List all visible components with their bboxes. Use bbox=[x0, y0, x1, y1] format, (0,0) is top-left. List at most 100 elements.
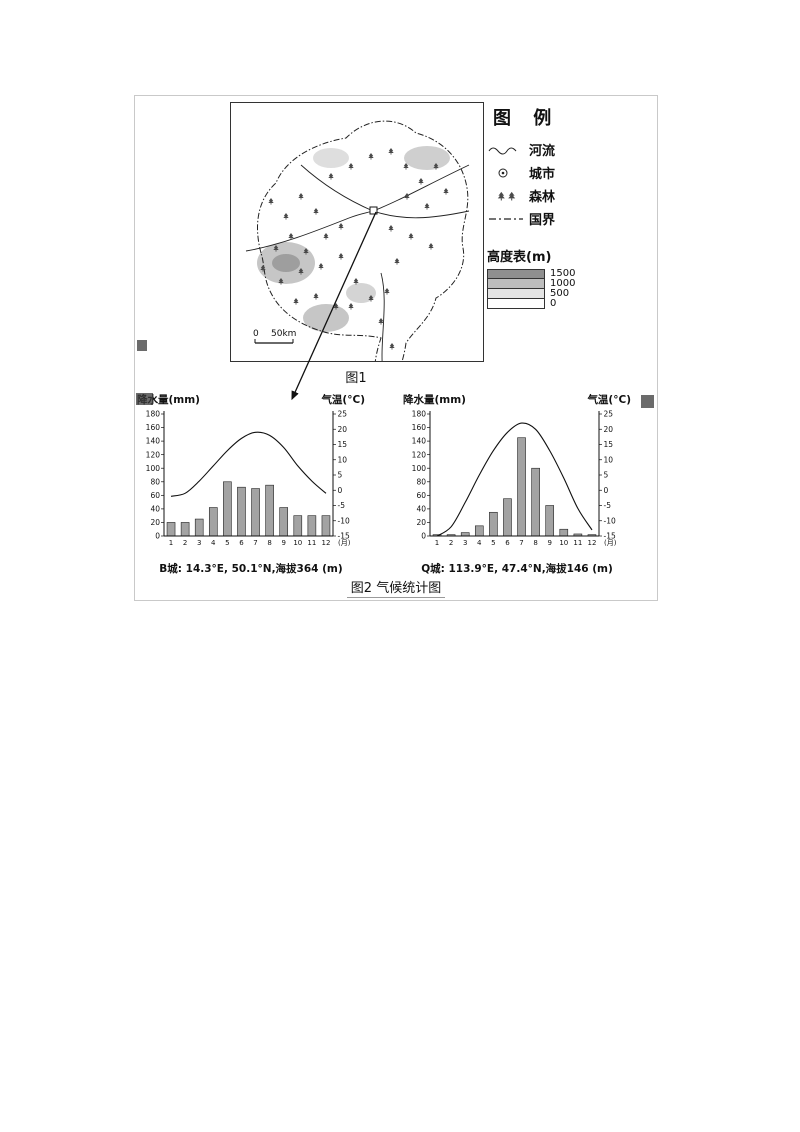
svg-text:0: 0 bbox=[421, 532, 426, 541]
map-box: 0 50km bbox=[230, 102, 484, 362]
svg-text:-15: -15 bbox=[338, 532, 350, 541]
svg-text:25: 25 bbox=[604, 410, 614, 419]
elevation-shading bbox=[257, 146, 450, 332]
elevation-scale-title: 高度表(m) bbox=[487, 250, 552, 265]
svg-text:40: 40 bbox=[416, 504, 426, 513]
scale-bar: 0 50km bbox=[253, 329, 296, 344]
scan-artifact bbox=[136, 393, 153, 405]
city-marker bbox=[369, 206, 378, 215]
svg-text:20: 20 bbox=[604, 425, 614, 434]
legend-label-river: 河流 bbox=[529, 144, 556, 159]
legend-item-border: 国界 bbox=[487, 207, 655, 230]
city-caption-b: B城: 14.3°E, 50.1°N,海拔364 (m) bbox=[159, 563, 343, 575]
chart-plot: 0 20 40 60 80 100 120 140 160 180 -15 -10 -5 0 5 10 15 20… bbox=[137, 408, 365, 560]
svg-text:3: 3 bbox=[463, 539, 467, 547]
climate-charts-row: 降水量(mm) 气温(°C) 0 20 40 60 80 100 120 140 160 180-… bbox=[135, 392, 657, 575]
svg-text:9: 9 bbox=[547, 539, 551, 547]
svg-text:10: 10 bbox=[338, 455, 348, 464]
svg-text:180: 180 bbox=[412, 410, 427, 419]
temp-axis-label: 气温(°C) bbox=[587, 394, 631, 406]
scan-artifact bbox=[641, 395, 654, 408]
svg-text:15: 15 bbox=[338, 440, 348, 449]
svg-text:-10: -10 bbox=[604, 516, 616, 525]
figure2-caption: 图2 气候统计图 bbox=[135, 577, 657, 598]
elevation-label-500: 500 bbox=[550, 288, 570, 299]
svg-text:120: 120 bbox=[412, 450, 427, 459]
svg-text:10: 10 bbox=[293, 539, 302, 547]
climate-chart-b: 降水量(mm) 气温(°C) 0 20 40 60 80 100 120 140 160 180-… bbox=[137, 392, 365, 576]
svg-text:100: 100 bbox=[146, 464, 161, 473]
svg-text:5: 5 bbox=[491, 539, 495, 547]
svg-text:(月): (月) bbox=[338, 539, 351, 547]
svg-text:160: 160 bbox=[146, 423, 161, 432]
svg-text:4: 4 bbox=[211, 539, 216, 547]
forest-icon bbox=[497, 190, 516, 201]
svg-text:20: 20 bbox=[150, 518, 160, 527]
svg-text:140: 140 bbox=[146, 437, 161, 446]
svg-text:2: 2 bbox=[183, 539, 187, 547]
scale-distance-label: 50km bbox=[271, 329, 296, 339]
svg-text:160: 160 bbox=[412, 423, 427, 432]
legend-item-river: 河流 bbox=[487, 138, 655, 161]
legend-label-border: 国界 bbox=[529, 213, 556, 228]
legend-item-forest: 森林 bbox=[487, 184, 655, 207]
svg-text:20: 20 bbox=[416, 518, 426, 527]
svg-text:80: 80 bbox=[150, 477, 160, 486]
svg-text:20: 20 bbox=[338, 425, 348, 434]
svg-text:6: 6 bbox=[505, 539, 510, 547]
temp-axis-label: 气温(°C) bbox=[321, 394, 365, 406]
elevation-label-1000: 1000 bbox=[550, 278, 576, 289]
elevation-row: 0 bbox=[487, 299, 655, 309]
svg-text:7: 7 bbox=[253, 539, 257, 547]
svg-text:0: 0 bbox=[155, 532, 160, 541]
svg-text:5: 5 bbox=[225, 539, 229, 547]
elevation-swatch-0 bbox=[487, 299, 545, 309]
river-icon bbox=[488, 147, 517, 154]
svg-text:-15: -15 bbox=[604, 532, 616, 541]
elevation-scale: 1500 1000 500 0 bbox=[487, 269, 655, 309]
elevation-label-0: 0 bbox=[550, 298, 557, 309]
svg-text:(月): (月) bbox=[604, 539, 617, 547]
svg-text:60: 60 bbox=[150, 491, 160, 500]
svg-text:60: 60 bbox=[416, 491, 426, 500]
svg-text:1: 1 bbox=[435, 539, 439, 547]
elevation-swatch-1500 bbox=[487, 269, 545, 279]
scale-zero-label: 0 bbox=[253, 329, 259, 339]
svg-text:25: 25 bbox=[338, 410, 348, 419]
svg-text:-5: -5 bbox=[604, 501, 612, 510]
svg-text:11: 11 bbox=[307, 539, 316, 547]
svg-text:3: 3 bbox=[197, 539, 201, 547]
svg-text:5: 5 bbox=[604, 471, 609, 480]
svg-text:7: 7 bbox=[519, 539, 523, 547]
city-caption-q: Q城: 113.9°E, 47.4°N,海拔146 (m) bbox=[421, 563, 613, 575]
svg-text:1: 1 bbox=[169, 539, 173, 547]
elevation-swatch-500 bbox=[487, 289, 545, 299]
svg-text:80: 80 bbox=[416, 477, 426, 486]
svg-text:11: 11 bbox=[573, 539, 582, 547]
legend-label-city: 城市 bbox=[529, 167, 556, 182]
svg-text:100: 100 bbox=[412, 464, 427, 473]
elevation-row: 500 bbox=[487, 289, 655, 299]
map-svg: 0 50km bbox=[245, 120, 470, 361]
svg-text:0: 0 bbox=[604, 486, 609, 495]
elevation-label-1500: 1500 bbox=[550, 268, 576, 279]
svg-text:-10: -10 bbox=[338, 516, 350, 525]
elevation-swatch-1000 bbox=[487, 279, 545, 289]
elevation-row: 1000 bbox=[487, 279, 655, 289]
svg-text:180: 180 bbox=[146, 410, 161, 419]
svg-text:10: 10 bbox=[604, 455, 614, 464]
climate-chart-q: 降水量(mm) 气温(°C) 0 20 40 60 80 100 120 140 160 180-… bbox=[403, 392, 631, 576]
legend-title: 图 例 bbox=[493, 108, 560, 129]
svg-text:9: 9 bbox=[281, 539, 285, 547]
svg-text:0: 0 bbox=[338, 486, 343, 495]
scan-artifact bbox=[137, 340, 147, 351]
city-icon bbox=[498, 168, 508, 177]
svg-text:-5: -5 bbox=[338, 501, 346, 510]
svg-text:120: 120 bbox=[146, 450, 161, 459]
svg-text:12: 12 bbox=[587, 539, 596, 547]
legend-item-city: 城市 bbox=[487, 161, 655, 184]
border-icon bbox=[489, 217, 523, 220]
svg-text:8: 8 bbox=[533, 539, 537, 547]
svg-text:10: 10 bbox=[559, 539, 568, 547]
